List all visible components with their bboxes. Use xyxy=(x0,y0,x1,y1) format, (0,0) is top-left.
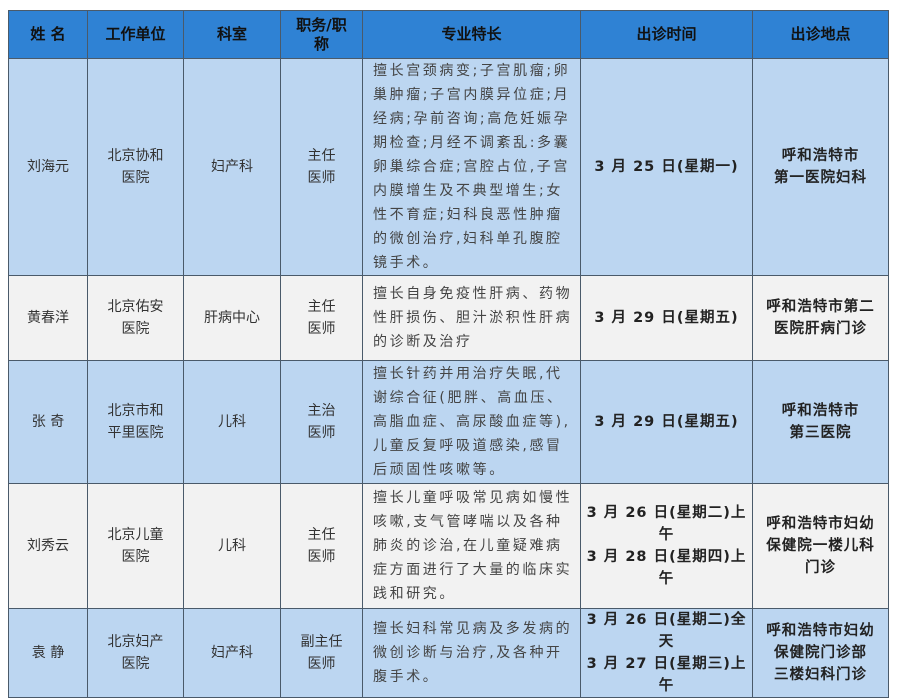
specialty: 擅长针药并用治疗失眠,代谢综合征(肥胖、高血压、高脂血症、高尿酸血症等),儿童反… xyxy=(362,360,581,484)
clinic-time: 3 月 29 日(星期五) xyxy=(580,360,753,484)
doctor-name: 刘秀云 xyxy=(8,483,88,609)
doctor-name: 刘海元 xyxy=(8,58,88,276)
header-dept: 科室 xyxy=(183,10,281,59)
clinic-schedule-table: 姓 名 工作单位 科室 职务/职 称 专业特长 出诊时间 出诊地点 刘海元 北京协… xyxy=(8,10,889,698)
table-row: 张 奇北京市和 平里医院 儿科 主治 医师 擅长针药并用治疗失眠,代谢综合征(肥胖、高… xyxy=(8,360,889,484)
doctor-name: 黄春洋 xyxy=(8,275,88,361)
clinic-location: 呼和浩特市 第一医院妇科 xyxy=(752,58,889,276)
work-unit: 北京协和 医院 xyxy=(87,58,184,276)
doctor-name: 张 奇 xyxy=(8,360,88,484)
department: 妇产科 xyxy=(183,608,281,698)
table-row: 刘秀云 北京儿童 医院 儿科 主任 医师 擅长儿童呼吸常见病如慢性咳嗽,支气管哮喘以及各… xyxy=(8,483,889,609)
department: 儿科 xyxy=(183,483,281,609)
job-title: 主任 医师 xyxy=(280,58,363,276)
job-title: 副主任 医师 xyxy=(280,608,363,698)
clinic-time: 3 月 25 日(星期一) xyxy=(580,58,753,276)
header-row: 姓 名 工作单位 科室 职务/职 称 专业特长 出诊时间 出诊地点 xyxy=(8,10,889,59)
clinic-location: 呼和浩特市妇幼 保健院门诊部 三楼妇科门诊 xyxy=(752,608,889,698)
work-unit: 北京佑安 医院 xyxy=(87,275,184,361)
header-time: 出诊时间 xyxy=(580,10,753,59)
department: 肝病中心 xyxy=(183,275,281,361)
header-title: 职务/职 称 xyxy=(280,10,363,59)
doctor-name: 袁 静 xyxy=(8,608,88,698)
job-title: 主治 医师 xyxy=(280,360,363,484)
clinic-location: 呼和浩特市第二 医院肝病门诊 xyxy=(752,275,889,361)
header-unit: 工作单位 xyxy=(87,10,184,59)
clinic-time: 3 月 29 日(星期五) xyxy=(580,275,753,361)
work-unit: 北京妇产 医院 xyxy=(87,608,184,698)
clinic-location: 呼和浩特市 第三医院 xyxy=(752,360,889,484)
specialty: 擅长宫颈病变;子宫肌瘤;卵巢肿瘤;子宫内膜异位症;月经病;孕前咨询;高危妊娠孕期… xyxy=(362,58,581,276)
specialty: 擅长儿童呼吸常见病如慢性咳嗽,支气管哮喘以及各种肺炎的诊治,在儿童疑难病症方面进… xyxy=(362,483,581,609)
work-unit: 北京儿童 医院 xyxy=(87,483,184,609)
table-row: 刘海元 北京协和 医院 妇产科 主任 医师 擅长宫颈病变;子宫肌瘤;卵巢肿瘤;子宫内膜异… xyxy=(8,58,889,276)
specialty: 擅长自身免疫性肝病、药物性肝损伤、胆汁淤积性肝病的诊断及治疗 xyxy=(362,275,581,361)
header-name: 姓 名 xyxy=(8,10,88,59)
job-title: 主任 医师 xyxy=(280,275,363,361)
header-specialty: 专业特长 xyxy=(362,10,581,59)
clinic-location: 呼和浩特市妇幼 保健院一楼儿科 门诊 xyxy=(752,483,889,609)
work-unit: 北京市和 平里医院 xyxy=(87,360,184,484)
specialty: 擅长妇科常见病及多发病的微创诊断与治疗,及各种开腹手术。 xyxy=(362,608,581,698)
table-row: 袁 静北京妇产 医院 妇产科 副主任 医师 擅长妇科常见病及多发病的微创诊断与治疗,及… xyxy=(8,608,889,698)
header-location: 出诊地点 xyxy=(752,10,889,59)
clinic-time: 3 月 26 日(星期二)上午 3 月 28 日(星期四)上午 xyxy=(580,483,753,609)
department: 儿科 xyxy=(183,360,281,484)
department: 妇产科 xyxy=(183,58,281,276)
job-title: 主任 医师 xyxy=(280,483,363,609)
table-row: 黄春洋 北京佑安 医院 肝病中心 主任 医师 擅长自身免疫性肝病、药物性肝损伤、胆汁淤积… xyxy=(8,275,889,361)
clinic-time: 3 月 26 日(星期二)全天 3 月 27 日(星期三)上午 xyxy=(580,608,753,698)
